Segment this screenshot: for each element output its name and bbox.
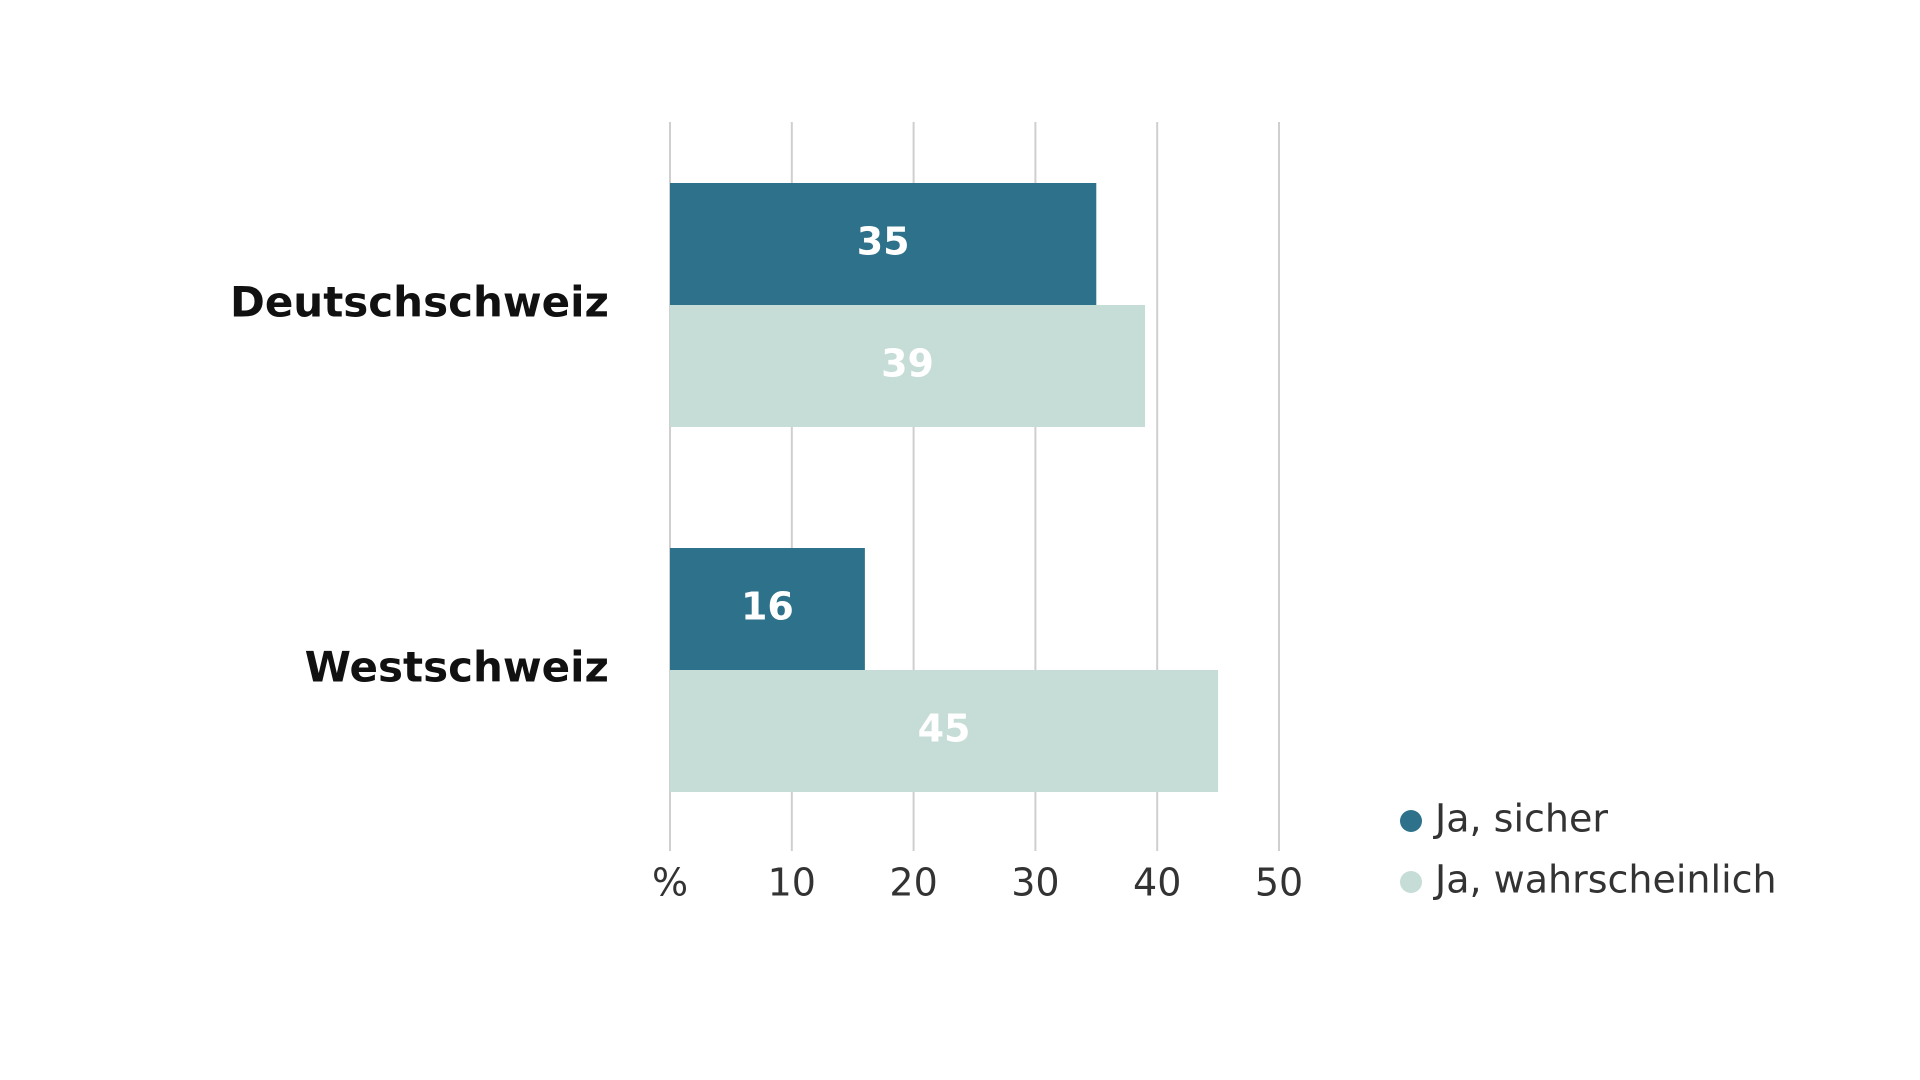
bar [670,548,865,670]
x-tick-label: 30 [1011,861,1059,905]
category-label: Westschweiz [305,643,609,692]
legend-label: Ja, sicher [1433,797,1608,841]
data-label: 45 [918,707,971,751]
bar [670,305,1146,427]
x-tick-label: 20 [889,861,937,905]
data-label: 39 [881,342,934,386]
category-label: Deutschschweiz [230,278,609,327]
data-label: 35 [857,220,910,264]
x-tick-label: 40 [1133,861,1181,905]
legend-marker [1400,871,1422,893]
legend-label: Ja, wahrscheinlich [1433,858,1777,902]
x-tick-label: % [652,861,688,905]
legend-marker [1400,810,1422,832]
bar [670,183,1097,305]
bar [670,670,1219,792]
data-label: 16 [741,585,794,629]
x-tick-label: 50 [1255,861,1303,905]
x-tick-label: 10 [768,861,816,905]
